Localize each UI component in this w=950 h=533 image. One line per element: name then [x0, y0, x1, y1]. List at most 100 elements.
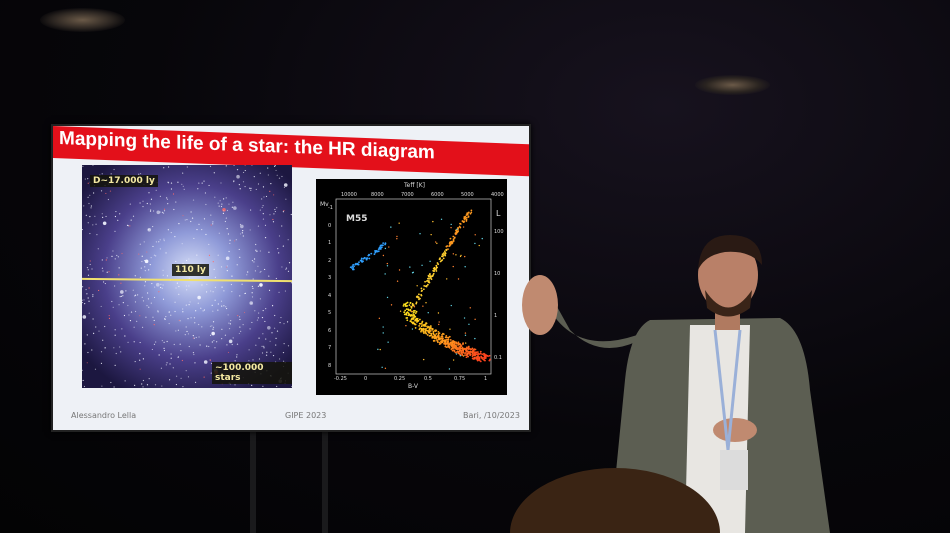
star	[129, 225, 131, 227]
hr-point	[464, 332, 467, 334]
hr-point	[386, 262, 389, 265]
star	[283, 323, 285, 325]
hr-point	[456, 228, 458, 230]
star	[193, 317, 196, 319]
star	[150, 209, 152, 211]
star	[231, 206, 233, 208]
star	[211, 362, 213, 365]
hr-point	[479, 350, 482, 353]
hr-point	[368, 253, 370, 256]
hr-point	[437, 333, 440, 335]
top-tick-label: 8000	[371, 192, 384, 198]
star	[192, 337, 194, 339]
star	[177, 355, 180, 358]
star	[229, 239, 231, 241]
star	[192, 352, 195, 354]
badge	[720, 450, 748, 490]
hr-point	[464, 342, 467, 344]
star	[259, 271, 261, 273]
star	[148, 378, 150, 380]
star	[165, 316, 167, 318]
hr-point	[441, 253, 444, 256]
hr-point	[452, 240, 455, 242]
star	[177, 329, 179, 331]
hr-point	[478, 244, 480, 247]
hr-point	[384, 242, 387, 245]
star	[120, 290, 124, 294]
hr-point	[422, 329, 424, 332]
star	[291, 282, 292, 284]
star	[170, 231, 172, 234]
star	[272, 354, 275, 357]
hr-point	[421, 289, 423, 292]
star	[214, 299, 216, 301]
star	[242, 230, 244, 232]
star	[284, 290, 287, 292]
hr-point	[410, 321, 413, 324]
star	[271, 332, 273, 334]
star	[261, 316, 264, 319]
star	[256, 319, 259, 321]
hr-point	[482, 358, 485, 361]
star	[203, 376, 205, 378]
hr-point	[429, 260, 431, 263]
plot-frame	[335, 198, 492, 375]
hr-point	[416, 295, 419, 298]
star	[111, 300, 113, 303]
star	[269, 214, 271, 216]
star	[267, 174, 269, 176]
hr-point	[439, 260, 442, 263]
hr-point	[414, 309, 416, 312]
star	[197, 188, 199, 190]
hr-point	[474, 337, 476, 340]
star	[160, 283, 162, 285]
star	[92, 332, 95, 335]
star	[231, 275, 233, 277]
star	[162, 284, 164, 286]
hr-point	[473, 356, 476, 359]
hr-point	[462, 351, 465, 354]
star	[163, 349, 166, 352]
hr-point	[435, 268, 437, 270]
hr-point	[427, 325, 430, 328]
hr-point	[422, 305, 424, 307]
star	[210, 224, 212, 226]
star	[114, 258, 116, 260]
star	[183, 188, 185, 190]
star	[161, 340, 163, 342]
hr-point	[439, 342, 442, 345]
star	[260, 270, 262, 273]
star	[193, 337, 195, 339]
hr-point	[455, 254, 457, 256]
hr-point	[390, 226, 392, 228]
star	[102, 221, 107, 226]
hr-point	[467, 345, 470, 348]
hr-point	[352, 263, 355, 266]
hr-point	[363, 256, 366, 259]
hr-point	[480, 355, 483, 358]
star	[100, 190, 103, 192]
star	[225, 197, 227, 199]
star	[149, 203, 151, 205]
star	[275, 344, 277, 346]
star	[236, 354, 238, 356]
star	[198, 182, 200, 184]
star	[262, 333, 264, 335]
hr-point	[426, 325, 428, 328]
star	[194, 362, 196, 364]
star	[87, 178, 89, 180]
star	[104, 282, 106, 285]
star	[242, 181, 245, 183]
star	[250, 209, 252, 211]
star	[226, 344, 228, 346]
hr-point	[405, 313, 408, 316]
star	[88, 300, 90, 302]
star	[88, 202, 90, 205]
hr-point	[419, 232, 421, 235]
star	[153, 296, 156, 299]
star	[285, 267, 288, 269]
hr-point	[420, 322, 423, 325]
hr-point	[435, 264, 438, 267]
hr-point	[467, 355, 469, 358]
star	[191, 217, 194, 219]
